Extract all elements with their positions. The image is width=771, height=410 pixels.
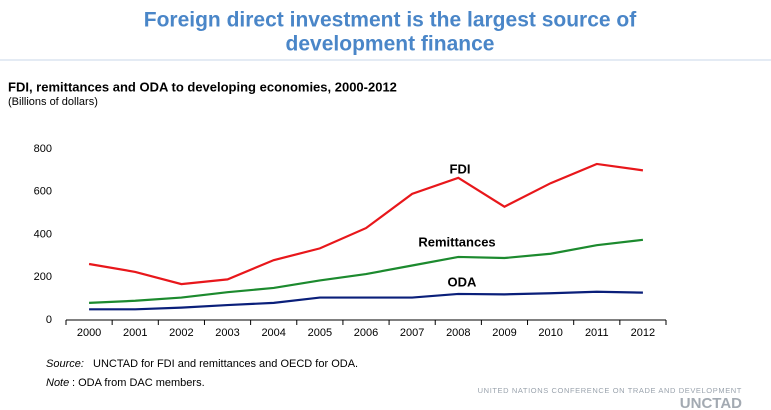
x-tick-label: 2005 — [308, 327, 332, 339]
series-label: Remittances — [418, 234, 495, 249]
y-tick-label: 200 — [34, 271, 52, 283]
series-label: FDI — [450, 161, 471, 176]
x-tick-label: 2012 — [631, 327, 655, 339]
x-tick-label: 2010 — [538, 327, 562, 339]
series-line — [89, 290, 643, 311]
chart-subtitle: (Billions of dollars) — [8, 96, 98, 108]
x-tick-label: 2000 — [77, 327, 101, 339]
x-tick-label: 2008 — [446, 327, 470, 339]
x-tick-label: 2004 — [261, 327, 285, 339]
y-tick-label: 600 — [34, 186, 52, 198]
slide-title: development finance — [286, 33, 495, 56]
source-label: Source: — [46, 358, 84, 370]
note-text: : ODA from DAC members. — [72, 377, 205, 389]
x-tick-label: 2007 — [400, 327, 424, 339]
org-name: UNITED NATIONS CONFERENCE ON TRADE AND D… — [478, 386, 742, 395]
plot: 0 200 400 600 800 2000 2001 2002 2003 2004 2005 200… — [34, 143, 667, 339]
logo: UNCTAD — [680, 395, 742, 410]
y-tick-label: 400 — [34, 228, 52, 240]
note-label: Note — [46, 377, 69, 389]
x-tick-label: 2001 — [123, 327, 147, 339]
series-line — [89, 238, 644, 304]
x-tick-label: 2003 — [215, 327, 239, 339]
series-label: ODA — [448, 274, 478, 289]
x-tick-label: 2006 — [354, 327, 378, 339]
chart-title: FDI, remittances and ODA to developing e… — [8, 79, 397, 94]
slide-title: Foreign direct investment is the largest… — [144, 9, 637, 32]
y-tick-label: 800 — [34, 143, 52, 155]
series-line — [88, 162, 644, 286]
x-tick-label: 2002 — [169, 327, 193, 339]
x-tick-label: 2009 — [492, 327, 516, 339]
x-tick-label: 2011 — [585, 327, 609, 339]
source-text: UNCTAD for FDI and remittances and OECD … — [93, 358, 358, 370]
y-tick-label: 0 — [46, 314, 52, 326]
